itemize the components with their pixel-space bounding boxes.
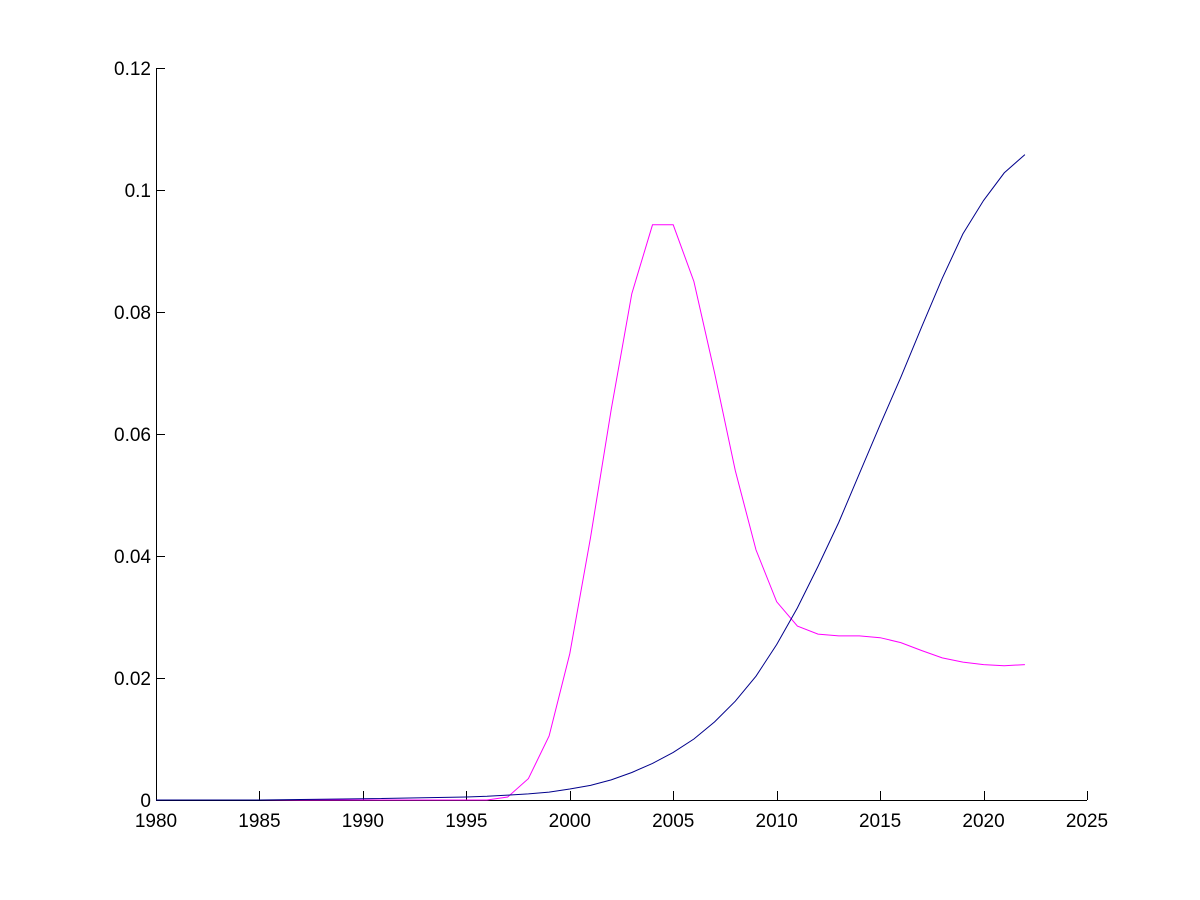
x-ticks: 1980 1985 1990 1995 2000 2005 2010 2015 2020 2025 — [135, 791, 1108, 832]
series-line-2 — [156, 154, 1026, 801]
series-2 — [156, 154, 1026, 801]
y-tick-label: 0.04 — [114, 547, 151, 568]
y-tick-label: 0.12 — [114, 59, 151, 80]
x-tick-label: 2025 — [1066, 811, 1108, 832]
x-tick-label: 1980 — [135, 811, 177, 832]
x-tick-label: 2020 — [962, 811, 1004, 832]
x-tick-label: 2015 — [859, 811, 901, 832]
y-tick-label: 0.1 — [125, 181, 151, 202]
axes — [156, 68, 1087, 801]
x-tick-label: 1985 — [238, 811, 280, 832]
series-line-1 — [156, 224, 1025, 801]
series-1 — [156, 224, 1025, 801]
x-tick-label: 2000 — [549, 811, 591, 832]
y-tick-label: 0.08 — [114, 303, 151, 324]
x-tick-label: 1990 — [342, 811, 384, 832]
x-tick-label: 2005 — [652, 811, 694, 832]
y-tick-label: 0 — [140, 791, 151, 812]
y-tick-label: 0.06 — [114, 425, 151, 446]
x-tick-label: 1995 — [445, 811, 487, 832]
y-ticks: 0 0.02 0.04 0.06 0.08 0.1 0.12 — [114, 59, 165, 812]
y-tick-label: 0.02 — [114, 669, 151, 690]
series-layer — [156, 154, 1026, 801]
x-tick-label: 2010 — [756, 811, 798, 832]
